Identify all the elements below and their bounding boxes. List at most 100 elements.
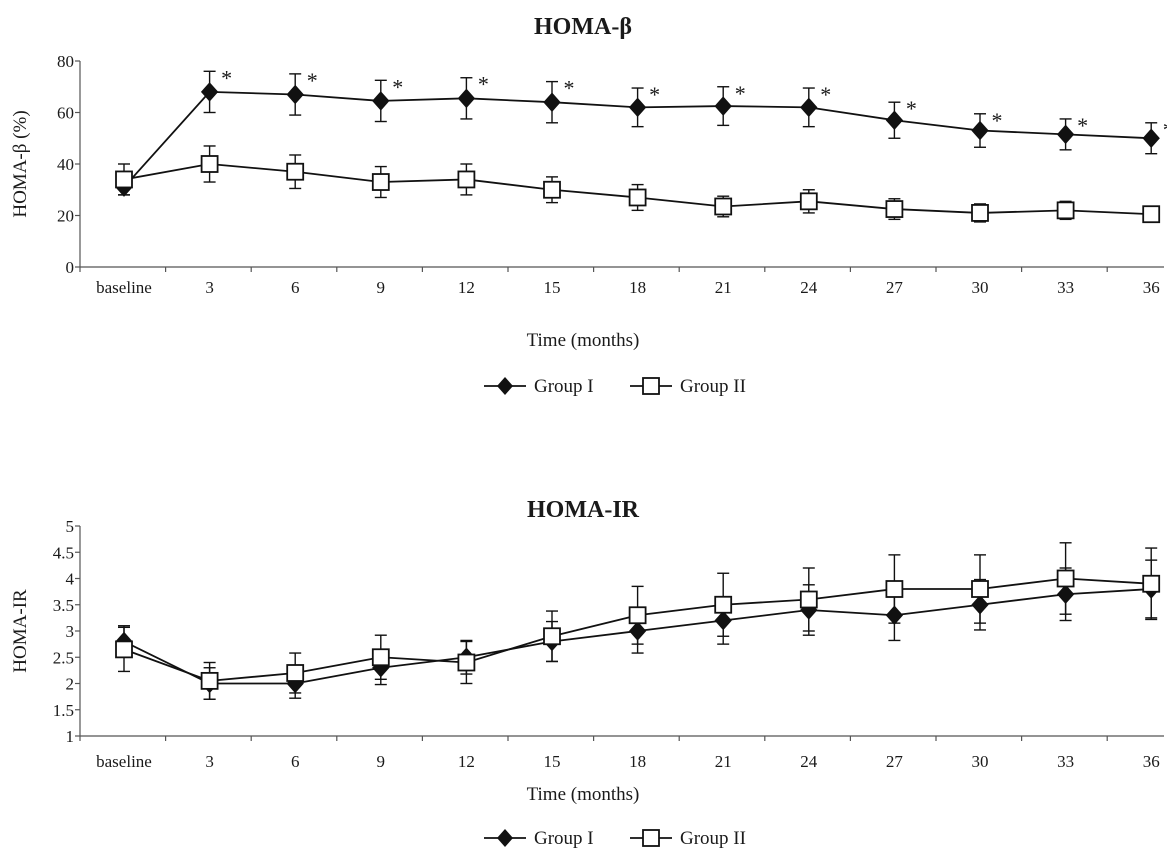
square-marker xyxy=(543,627,561,646)
square-marker xyxy=(286,664,305,682)
square-marker xyxy=(457,653,476,672)
square-marker xyxy=(799,590,818,609)
chart-title: HOMA-IR xyxy=(527,497,640,523)
y-tick-label: 2.5 xyxy=(53,648,74,667)
homa-ir-panel: HOMA-IR 1 1.5 2 2.5 3 3.5 4 4.5 5 baseline 3 6 9 12 15 1… xyxy=(10,497,1164,849)
x-axis-label: Time (months) xyxy=(527,784,640,805)
diamond-marker xyxy=(971,594,989,615)
diamond-marker xyxy=(543,92,561,112)
diamond-marker xyxy=(628,621,647,641)
square-marker xyxy=(714,595,733,614)
square-marker xyxy=(543,180,561,199)
legend-square-marker xyxy=(642,377,660,395)
diamond-marker xyxy=(714,96,732,116)
square-marker xyxy=(628,188,647,207)
square-marker xyxy=(799,192,818,211)
legend-diamond-marker xyxy=(497,377,513,395)
x-tick-label: 33 xyxy=(1057,278,1074,297)
x-tick-label: 27 xyxy=(886,752,904,771)
significance-asterisk: * xyxy=(906,96,917,121)
x-tick-label: 9 xyxy=(377,278,386,297)
x-tick-label: baseline xyxy=(96,278,152,297)
y-tick-label: 4.5 xyxy=(53,543,74,562)
chart-title: HOMA-β xyxy=(534,14,632,40)
x-tick-label: 24 xyxy=(800,752,818,771)
significance-asterisk: * xyxy=(992,108,1003,133)
square-marker xyxy=(885,580,904,598)
y-tick-label: 60 xyxy=(57,104,74,123)
significance-asterisk: * xyxy=(1163,117,1167,142)
square-marker xyxy=(1056,201,1075,220)
y-tick-label: 3.5 xyxy=(53,596,74,615)
diamond-marker xyxy=(885,110,904,130)
y-axis-label: HOMA-β (%) xyxy=(10,110,31,217)
square-marker xyxy=(1142,574,1161,593)
diamond-marker xyxy=(800,97,818,118)
diamond-marker xyxy=(457,88,476,109)
diamond-marker xyxy=(286,84,304,105)
y-tick-label: 2 xyxy=(66,675,75,694)
diamond-marker xyxy=(628,97,647,118)
legend-square-marker xyxy=(642,829,660,847)
square-marker xyxy=(200,155,219,173)
x-tick-label: 3 xyxy=(205,752,214,771)
diamond-marker xyxy=(714,610,732,631)
significance-asterisk: * xyxy=(307,68,318,93)
significance-asterisk: * xyxy=(564,76,575,101)
x-tick-label: 3 xyxy=(205,278,214,297)
x-tick-label: 33 xyxy=(1057,752,1074,771)
diamond-marker xyxy=(1142,128,1160,149)
square-marker xyxy=(1056,569,1075,588)
x-tick-label: 36 xyxy=(1143,752,1160,771)
x-tick-label: 15 xyxy=(544,278,561,297)
x-tick-label: 21 xyxy=(715,752,732,771)
y-tick-label: 0 xyxy=(66,258,75,277)
significance-asterisk: * xyxy=(478,72,489,97)
x-tick-label: 9 xyxy=(377,752,386,771)
square-marker xyxy=(457,170,476,189)
square-marker xyxy=(714,197,733,216)
significance-asterisk: * xyxy=(1077,113,1088,138)
legend-label-group-2: Group II xyxy=(680,376,746,397)
y-tick-label: 5 xyxy=(66,517,75,536)
legend-label-group-2: Group II xyxy=(680,828,746,849)
square-marker xyxy=(286,162,305,181)
significance-asterisk: * xyxy=(392,74,403,99)
y-tick-label: 1 xyxy=(66,727,75,746)
square-marker xyxy=(885,200,904,218)
x-tick-label: 12 xyxy=(458,278,475,297)
square-marker xyxy=(115,640,133,659)
diamond-marker xyxy=(372,91,390,111)
x-tick-label: 18 xyxy=(629,278,646,297)
legend-diamond-marker xyxy=(497,829,513,847)
x-tick-label: 30 xyxy=(972,278,989,297)
square-marker xyxy=(971,204,989,222)
diamond-marker xyxy=(1056,584,1075,605)
y-tick-label: 3 xyxy=(66,622,75,641)
diamond-marker xyxy=(971,120,989,141)
x-tick-label: 18 xyxy=(629,752,646,771)
significance-asterisk: * xyxy=(735,81,746,106)
x-tick-label: 24 xyxy=(800,278,818,297)
diamond-marker xyxy=(200,82,219,102)
square-marker xyxy=(200,671,219,690)
square-marker xyxy=(1142,205,1161,224)
x-tick-label: 6 xyxy=(291,278,300,297)
x-tick-label: 12 xyxy=(458,752,475,771)
y-tick-label: 80 xyxy=(57,52,74,71)
legend-label-group-1: Group I xyxy=(534,828,594,849)
significance-asterisk: * xyxy=(820,82,831,107)
x-tick-label: baseline xyxy=(96,752,152,771)
y-tick-label: 4 xyxy=(66,570,75,589)
legend-label-group-1: Group I xyxy=(534,376,594,397)
x-tick-label: 27 xyxy=(886,278,904,297)
y-tick-label: 40 xyxy=(57,155,74,174)
x-axis-label: Time (months) xyxy=(527,330,640,351)
x-tick-label: 15 xyxy=(544,752,561,771)
x-tick-label: 21 xyxy=(715,278,732,297)
square-marker xyxy=(628,606,647,625)
square-marker xyxy=(371,648,390,667)
y-tick-label: 1.5 xyxy=(53,701,74,720)
